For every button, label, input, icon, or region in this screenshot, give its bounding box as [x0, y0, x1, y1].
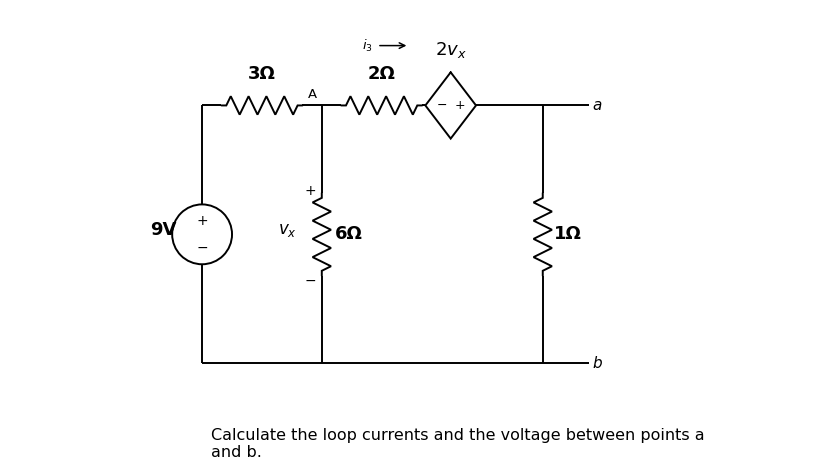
Text: 9V: 9V [150, 221, 177, 239]
Text: −: − [436, 99, 447, 112]
Text: 6Ω: 6Ω [335, 225, 363, 244]
Text: a: a [593, 98, 602, 113]
Text: $2v_x$: $2v_x$ [435, 40, 466, 60]
Text: $v_x$: $v_x$ [277, 221, 296, 239]
Text: Calculate the loop currents and the voltage between points a
and b.: Calculate the loop currents and the volt… [211, 428, 705, 460]
Text: 3Ω: 3Ω [248, 65, 276, 84]
Text: $i_3$: $i_3$ [361, 38, 373, 54]
Text: 2Ω: 2Ω [368, 65, 396, 84]
Text: +: + [196, 213, 208, 228]
Text: −: − [196, 241, 208, 255]
Text: +: + [305, 184, 316, 197]
Text: 1Ω: 1Ω [554, 225, 582, 244]
Text: +: + [455, 99, 466, 112]
Text: −: − [305, 273, 316, 287]
Text: A: A [308, 88, 317, 101]
Text: b: b [593, 356, 602, 371]
